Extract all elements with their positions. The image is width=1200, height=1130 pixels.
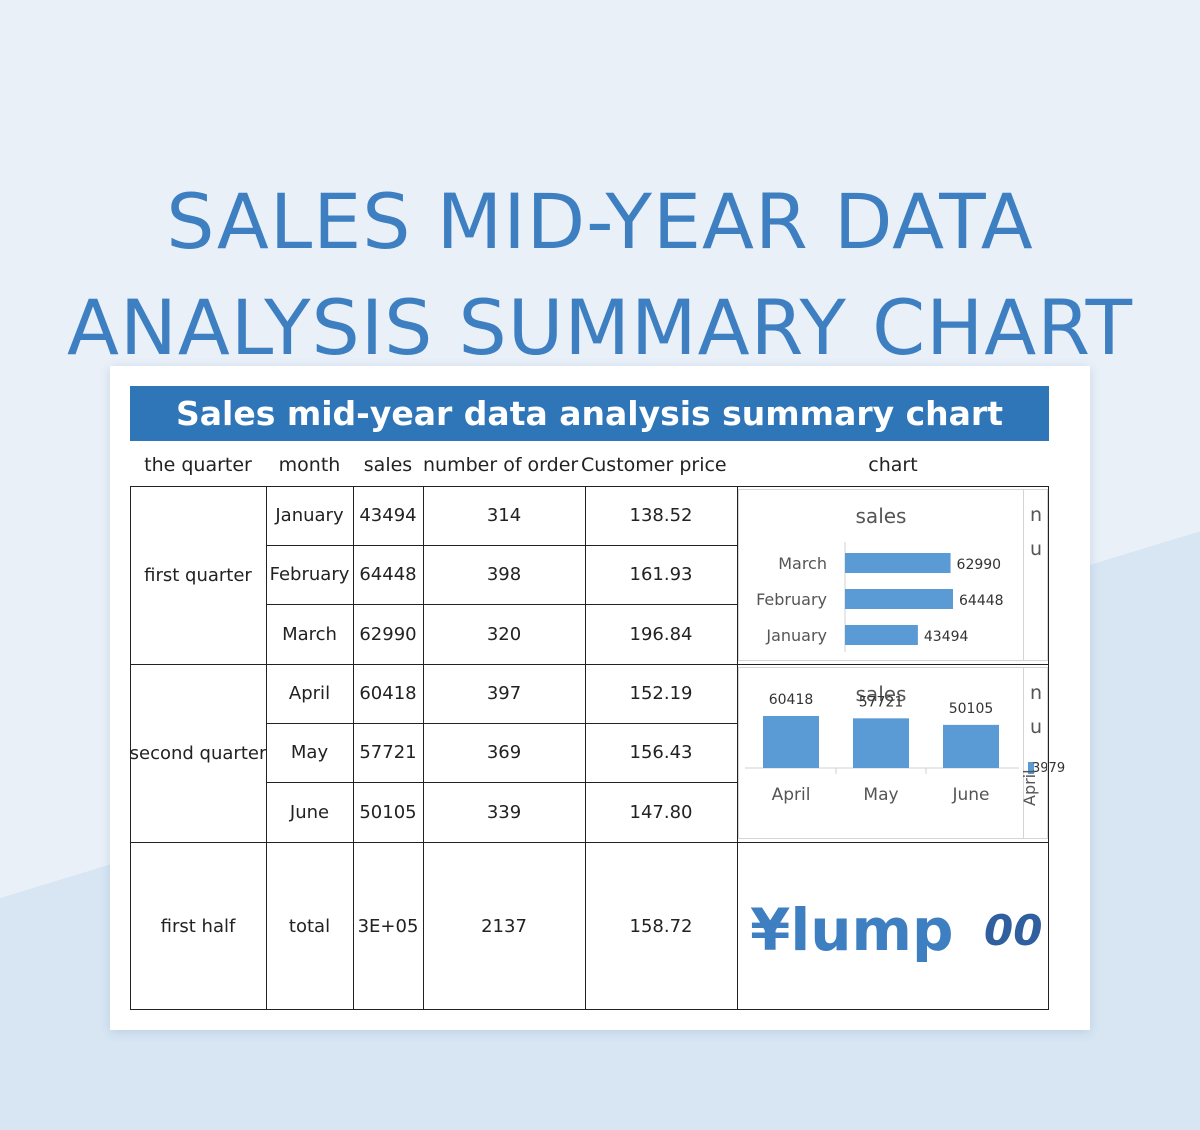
- clipped-chart-letter: u: [1030, 716, 1043, 738]
- grid-line: [130, 664, 1049, 665]
- header-sales: sales: [363, 454, 413, 476]
- grid-line: [1048, 486, 1049, 1010]
- q2-bar-plot: 60418 April 57721 May 50105 June: [745, 692, 1019, 805]
- data-label: 62990: [957, 557, 1002, 573]
- data-label: 64448: [959, 593, 1004, 609]
- grid-line: [266, 545, 737, 546]
- category-label: May: [863, 785, 898, 805]
- clipped-bar-label: 3979: [1032, 761, 1066, 776]
- orders-cell: 369: [486, 742, 522, 763]
- page-title: SALES MID-YEAR DATA ANALYSIS SUMMARY CHA…: [0, 169, 1200, 381]
- sales-cell: 50105: [359, 801, 417, 823]
- header-quarter: the quarter: [144, 454, 252, 476]
- total-price: 158.72: [629, 915, 693, 937]
- orders-cell: 314: [486, 505, 522, 526]
- header-chart: chart: [868, 454, 918, 476]
- category-label: June: [951, 785, 989, 805]
- grid-line: [266, 486, 267, 1010]
- spreadsheet-card: Sales mid-year data analysis summary cha…: [110, 366, 1090, 1030]
- quarter-label: first quarter: [144, 564, 252, 586]
- sheet-banner: Sales mid-year data analysis summary cha…: [130, 386, 1049, 441]
- clipped-chart-letter: u: [1030, 538, 1043, 560]
- bar: [845, 589, 953, 609]
- grid-line: [353, 486, 354, 1010]
- grid-line: [130, 486, 131, 1010]
- total-sales: 3E+05: [357, 915, 419, 937]
- header-orders: number of order: [423, 454, 579, 476]
- month-cell: May: [290, 742, 329, 763]
- sales-cell: 60418: [359, 683, 417, 704]
- bar: [845, 553, 951, 573]
- month-cell: March: [282, 623, 337, 645]
- header-month: month: [278, 454, 341, 476]
- clipped-chart-frame: [1023, 667, 1048, 839]
- orders-cell: 398: [486, 564, 522, 585]
- grid-line: [130, 842, 1049, 843]
- data-table: first quarter second quarter first half …: [130, 486, 1065, 1010]
- page-title-line-2: ANALYSIS SUMMARY CHART: [67, 282, 1133, 372]
- grid-line: [130, 486, 1049, 487]
- category-label: January: [765, 626, 827, 645]
- clipped-chart-letter: n: [1030, 504, 1043, 526]
- grid-line: [266, 782, 737, 783]
- chart-title: sales: [855, 504, 907, 528]
- total-orders: 2137: [481, 915, 527, 937]
- q1-bar-plot: March 62990 February 64448 January 43494: [756, 542, 1004, 652]
- grid-line: [737, 486, 738, 1010]
- quarter-label: second quarter: [130, 742, 266, 764]
- sales-cell: 43494: [359, 505, 417, 526]
- clipped-chart-frame: [1023, 489, 1048, 661]
- clipped-chart-letter: n: [1030, 682, 1043, 704]
- category-label: March: [778, 554, 827, 573]
- q1-sales-chart: sales March 62990 February 64448 January 4349…: [738, 489, 1024, 661]
- category-label: April: [772, 785, 811, 805]
- q2-sales-chart: sales 60418 April 57721 May 50105 June: [738, 667, 1024, 839]
- month-cell: February: [269, 564, 350, 585]
- grid-line: [130, 1009, 1049, 1010]
- period-label: first half: [160, 915, 236, 937]
- bar: [763, 716, 819, 768]
- lump-sum-text: ¥lump: [750, 896, 954, 964]
- category-label: February: [756, 590, 827, 609]
- price-cell: 161.93: [629, 564, 693, 585]
- data-label: 43494: [924, 629, 969, 645]
- price-cell: 196.84: [629, 623, 693, 645]
- bar: [853, 718, 909, 768]
- grid-line: [585, 486, 586, 1010]
- sales-cell: 57721: [359, 742, 417, 763]
- data-label: 57721: [859, 694, 904, 710]
- month-cell: January: [275, 505, 344, 526]
- price-cell: 156.43: [629, 742, 693, 763]
- lump-sum-suffix: 00: [984, 906, 1043, 955]
- month-cell: June: [289, 801, 330, 823]
- sales-cell: 62990: [359, 623, 417, 645]
- grid-line: [266, 604, 737, 605]
- month-cell: April: [288, 683, 331, 704]
- bar: [943, 724, 999, 768]
- clipped-bar: [1028, 762, 1034, 774]
- chart-title: sales: [855, 682, 907, 706]
- total-chart-cell: ¥lump 00: [738, 843, 1048, 1009]
- grid-line: [423, 486, 424, 1010]
- price-cell: 147.80: [629, 801, 693, 823]
- price-cell: 138.52: [629, 505, 693, 526]
- header-price: Customer price: [581, 454, 727, 476]
- orders-cell: 397: [486, 683, 522, 704]
- price-cell: 152.19: [629, 683, 693, 704]
- orders-cell: 339: [486, 801, 522, 823]
- page-title-line-1: SALES MID-YEAR DATA: [166, 176, 1034, 266]
- data-label: 50105: [949, 701, 994, 717]
- grid-line: [266, 723, 737, 724]
- bar: [845, 625, 918, 645]
- orders-cell: 320: [486, 623, 522, 645]
- data-label: 60418: [769, 692, 814, 708]
- total-label: total: [288, 915, 331, 937]
- sales-cell: 64448: [359, 564, 417, 585]
